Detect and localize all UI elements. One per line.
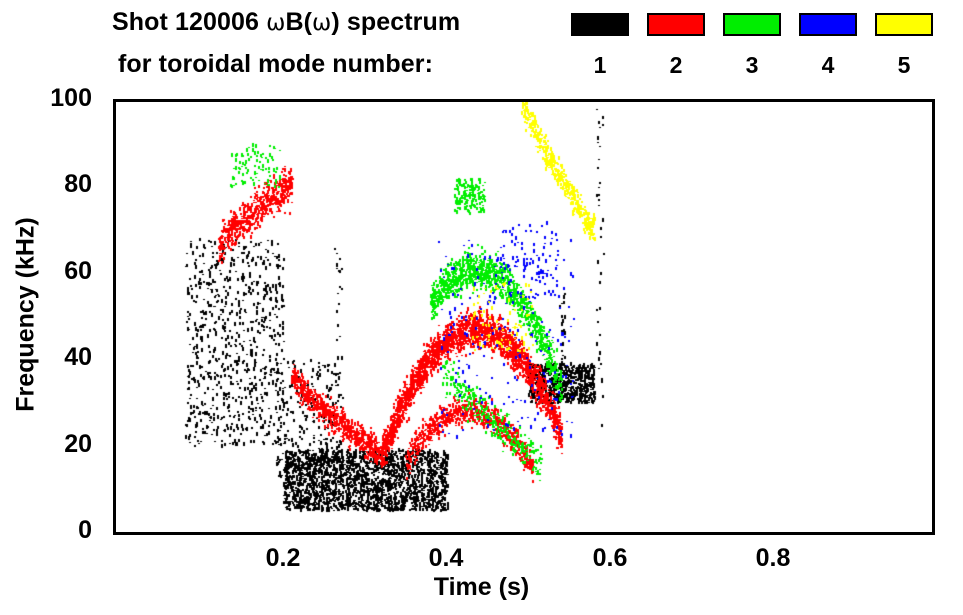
omega-symbol-2: ω <box>312 10 332 36</box>
figure-title-line-2: for toroidal mode number: <box>118 50 433 78</box>
legend-swatch-4 <box>799 13 857 36</box>
spectrogram-canvas-wrap <box>116 102 932 532</box>
axis-frame-bottom <box>113 532 935 535</box>
legend-label-2: 2 <box>669 52 683 78</box>
legend: 1 2 3 4 5 <box>571 0 963 95</box>
title-prefix: Shot 120006 <box>112 8 267 36</box>
axis-frame-right <box>932 99 935 535</box>
figure-title-line-1: Shot 120006 ωB(ω) spectrum <box>112 8 460 37</box>
spectrogram-canvas <box>116 102 932 532</box>
legend-label-1: 1 <box>593 52 607 78</box>
x-tick-label-0.8: 0.8 <box>755 544 791 572</box>
y-tick-label-60: 60 <box>64 257 92 285</box>
title-suffix: ) spectrum <box>331 8 461 36</box>
x-tick-label-0.6: 0.6 <box>592 544 628 572</box>
axis-frame-left <box>113 99 116 535</box>
x-axis-title: Time (s) <box>433 573 530 601</box>
omega-symbol-1: ω <box>266 10 286 36</box>
legend-swatch-2 <box>647 13 705 36</box>
legend-label-3: 3 <box>745 52 759 78</box>
y-tick-label-20: 20 <box>64 430 92 458</box>
figure-header: Shot 120006 ωB(ω) spectrum for toroidal … <box>0 0 963 95</box>
legend-swatch-1 <box>571 13 629 36</box>
x-tick-label-0.2: 0.2 <box>265 544 301 572</box>
x-tick-label-0.4: 0.4 <box>428 544 464 572</box>
legend-label-5: 5 <box>897 52 911 78</box>
y-tick-label-80: 80 <box>64 170 92 198</box>
y-tick-label-100: 100 <box>50 84 92 112</box>
plot-area <box>113 99 935 535</box>
axis-frame-top <box>113 99 935 102</box>
legend-swatch-5 <box>875 13 933 36</box>
y-tick-label-0: 0 <box>78 516 92 544</box>
title-mid: B( <box>285 8 313 36</box>
legend-swatch-3 <box>723 13 781 36</box>
y-axis-title: Frequency (kHz) <box>11 217 40 412</box>
legend-label-4: 4 <box>821 52 835 78</box>
y-tick-label-40: 40 <box>64 343 92 371</box>
